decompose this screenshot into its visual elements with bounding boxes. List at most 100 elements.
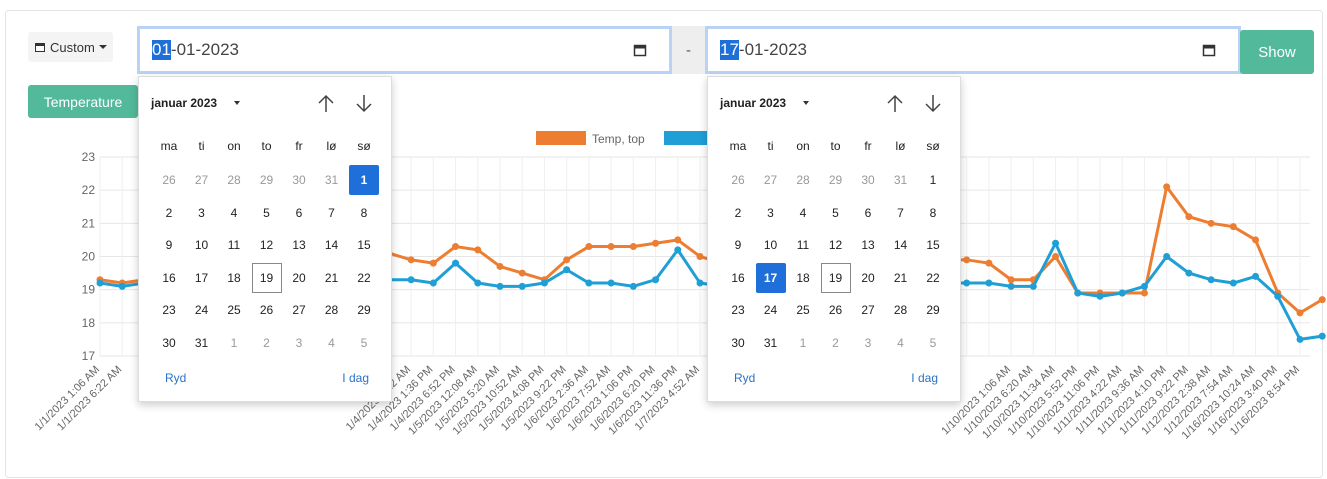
day[interactable]: 22 xyxy=(926,270,940,285)
day[interactable]: 3 xyxy=(767,205,774,220)
day[interactable]: 7 xyxy=(328,205,335,220)
day[interactable]: 13 xyxy=(861,238,875,252)
day[interactable]: 6 xyxy=(295,205,303,220)
day[interactable]: 16 xyxy=(162,270,176,285)
day[interactable]: 18 xyxy=(227,270,241,285)
day[interactable]: 1 xyxy=(230,335,238,350)
day[interactable]: 19 xyxy=(820,262,851,293)
day[interactable]: 29 xyxy=(828,173,843,187)
day[interactable]: 15 xyxy=(357,238,371,252)
day[interactable]: 11 xyxy=(796,238,810,252)
day[interactable]: 9 xyxy=(734,238,742,252)
day[interactable]: 21 xyxy=(324,270,339,285)
today-link[interactable]: I dag xyxy=(911,371,938,385)
day[interactable]: 27 xyxy=(763,173,778,187)
day[interactable]: 26 xyxy=(162,173,176,187)
day[interactable]: 31 xyxy=(763,335,778,350)
day[interactable]: 15 xyxy=(926,238,940,252)
day[interactable]: 4 xyxy=(328,335,335,350)
day[interactable]: 8 xyxy=(929,205,937,220)
day[interactable]: 26 xyxy=(828,303,843,317)
day[interactable]: 31 xyxy=(893,173,908,187)
day[interactable]: 4 xyxy=(230,205,238,220)
to-date-input[interactable]: 17 -01-2023 xyxy=(705,26,1241,74)
day[interactable]: 3 xyxy=(864,335,872,350)
day[interactable]: 17 xyxy=(755,262,786,293)
day[interactable]: 27 xyxy=(861,303,875,317)
day[interactable]: 7 xyxy=(897,205,904,220)
day[interactable]: 17 xyxy=(194,270,209,285)
day[interactable]: 9 xyxy=(165,238,173,252)
day[interactable]: 14 xyxy=(324,238,339,252)
month-dropdown[interactable]: januar 2023 xyxy=(151,96,218,110)
day[interactable]: 12 xyxy=(259,238,274,252)
clear-link[interactable]: Ryd xyxy=(734,371,756,385)
day[interactable]: 20 xyxy=(861,270,875,285)
day[interactable]: 23 xyxy=(162,303,176,317)
day[interactable]: 24 xyxy=(194,303,209,317)
day[interactable]: 28 xyxy=(324,303,339,317)
day[interactable]: 2 xyxy=(734,205,742,220)
day[interactable]: 25 xyxy=(796,303,810,317)
day[interactable]: 30 xyxy=(292,173,306,187)
day[interactable]: 11 xyxy=(227,238,241,252)
day[interactable]: 25 xyxy=(227,303,241,317)
temperature-tab[interactable]: Temperature xyxy=(28,85,138,118)
day[interactable]: 31 xyxy=(324,173,339,187)
day[interactable]: 27 xyxy=(194,173,209,187)
day[interactable]: 29 xyxy=(926,303,940,317)
point xyxy=(496,282,504,290)
day[interactable]: 19 xyxy=(251,262,282,293)
day[interactable]: 24 xyxy=(763,303,778,317)
day[interactable]: 20 xyxy=(292,270,306,285)
day[interactable]: 14 xyxy=(893,238,908,252)
day[interactable]: 5 xyxy=(360,335,368,350)
day[interactable]: 30 xyxy=(162,335,176,350)
day[interactable]: 26 xyxy=(259,303,274,317)
day[interactable]: 27 xyxy=(292,303,306,317)
day[interactable]: 5 xyxy=(929,335,937,350)
day[interactable]: 16 xyxy=(731,270,745,285)
weekday: on xyxy=(227,139,241,153)
day[interactable]: 28 xyxy=(796,173,810,187)
day[interactable]: 2 xyxy=(165,205,173,220)
day[interactable]: 26 xyxy=(731,173,745,187)
prev-arrow xyxy=(318,94,334,112)
day[interactable]: 1 xyxy=(799,335,807,350)
day[interactable]: 31 xyxy=(194,335,209,350)
day[interactable]: 3 xyxy=(295,335,303,350)
show-button[interactable]: Show xyxy=(1240,30,1314,74)
day[interactable]: 10 xyxy=(763,238,778,252)
day[interactable]: 12 xyxy=(828,238,843,252)
day[interactable]: 3 xyxy=(198,205,205,220)
day[interactable]: 10 xyxy=(194,238,209,252)
day[interactable]: 21 xyxy=(893,270,908,285)
day[interactable]: 28 xyxy=(227,173,241,187)
day[interactable]: 13 xyxy=(292,238,306,252)
day[interactable]: 4 xyxy=(897,335,904,350)
day[interactable]: 30 xyxy=(731,335,745,350)
point xyxy=(1318,332,1326,340)
day[interactable]: 2 xyxy=(263,335,270,350)
day[interactable]: 28 xyxy=(893,303,908,317)
day[interactable]: 1 xyxy=(349,165,379,195)
day[interactable]: 18 xyxy=(796,270,810,285)
day[interactable]: 29 xyxy=(357,303,371,317)
day[interactable]: 22 xyxy=(357,270,371,285)
range-dropdown[interactable]: Custom xyxy=(28,32,113,62)
day[interactable]: 1 xyxy=(929,173,937,187)
month-dropdown[interactable]: januar 2023 xyxy=(720,96,787,110)
day[interactable]: 5 xyxy=(263,205,270,220)
day[interactable]: 8 xyxy=(360,205,368,220)
from-date-input[interactable]: 01 -01-2023 xyxy=(137,26,672,74)
day[interactable]: 4 xyxy=(799,205,807,220)
day[interactable]: 5 xyxy=(832,205,839,220)
y-tick-label: 17 xyxy=(82,349,96,363)
day[interactable]: 30 xyxy=(861,173,875,187)
today-link[interactable]: I dag xyxy=(342,371,369,385)
day[interactable]: 2 xyxy=(832,335,839,350)
clear-link[interactable]: Ryd xyxy=(165,371,187,385)
day[interactable]: 29 xyxy=(259,173,274,187)
day[interactable]: 23 xyxy=(731,303,745,317)
day[interactable]: 6 xyxy=(864,205,872,220)
